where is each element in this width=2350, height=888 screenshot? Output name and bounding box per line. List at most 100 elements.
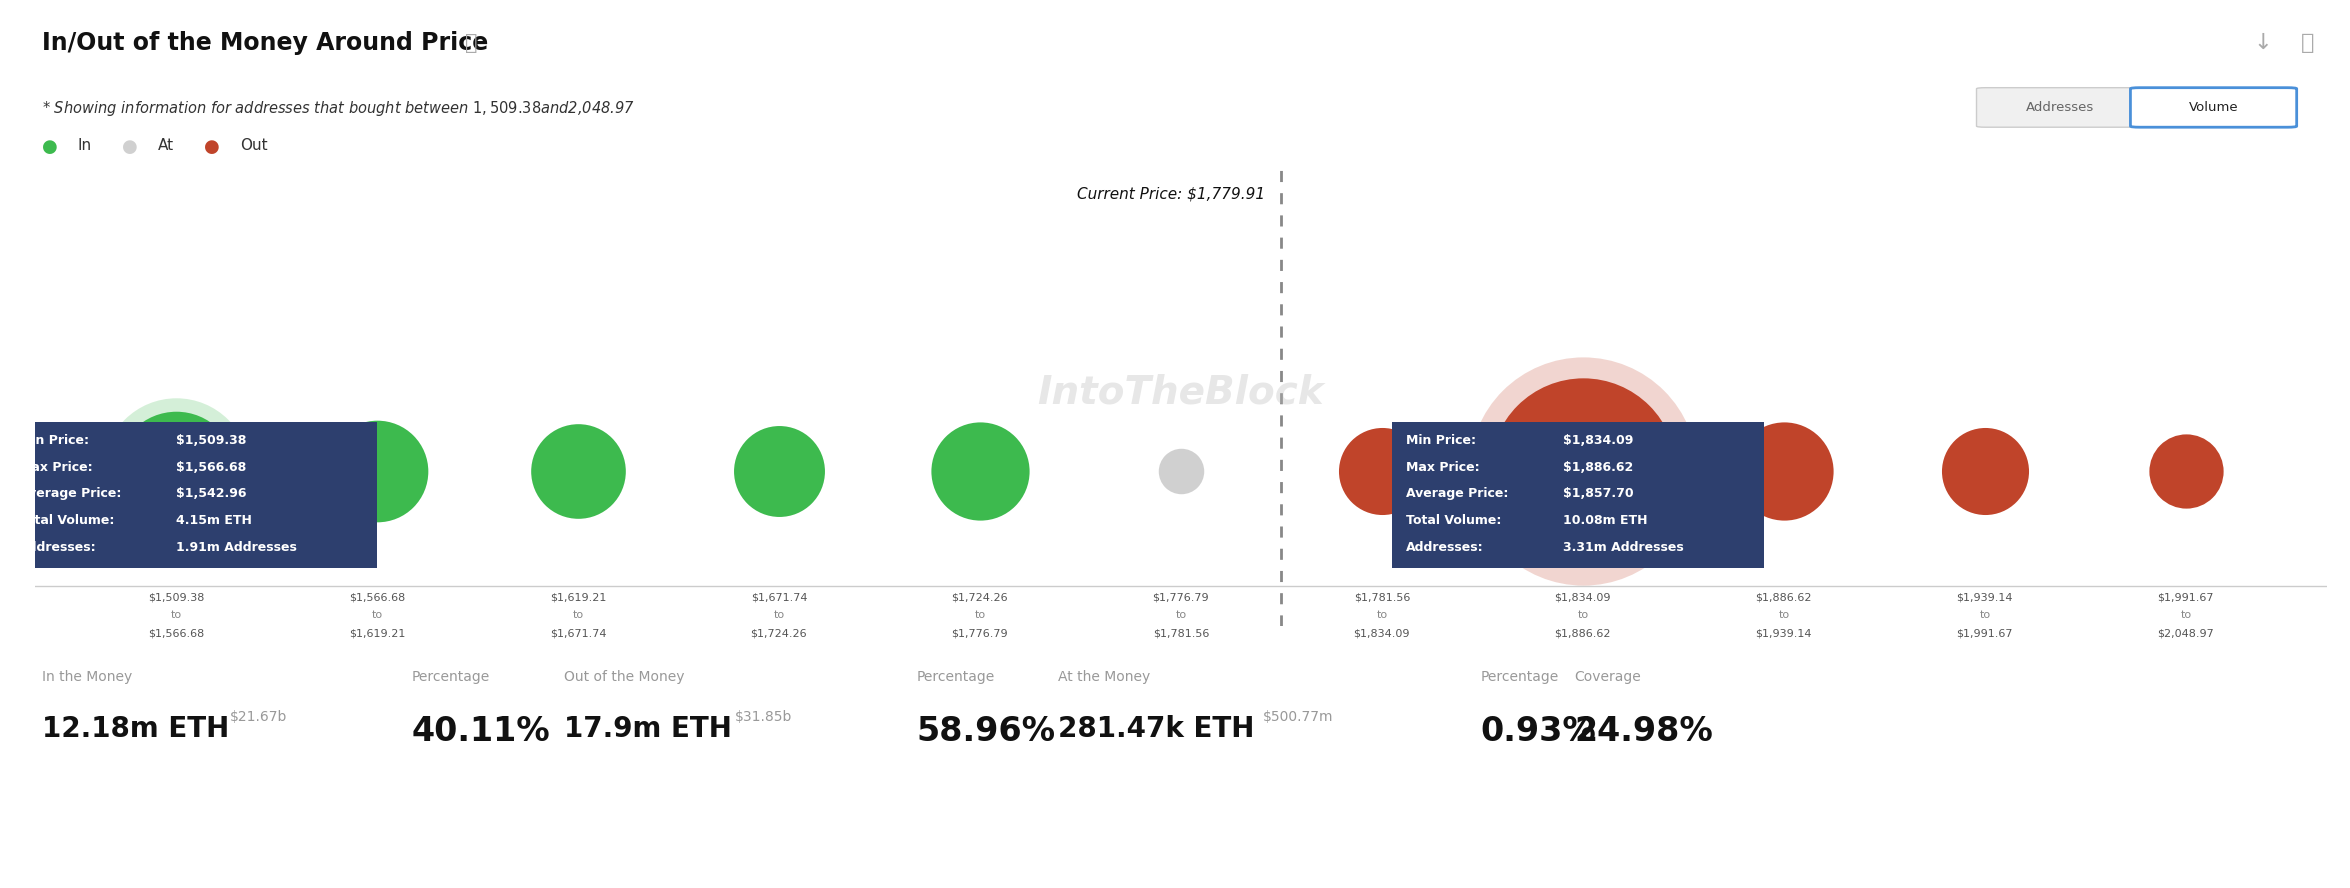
Point xyxy=(1967,464,2005,478)
Text: Average Price:: Average Price: xyxy=(1405,488,1509,500)
Text: $1,566.68: $1,566.68 xyxy=(176,461,247,473)
Text: Percentage: Percentage xyxy=(411,670,489,685)
Point xyxy=(1565,464,1603,478)
Text: $1,834.09: $1,834.09 xyxy=(1556,593,1612,603)
Text: $1,566.68: $1,566.68 xyxy=(148,629,204,638)
Point xyxy=(2167,464,2204,478)
Point xyxy=(157,464,195,478)
Text: to: to xyxy=(773,611,785,621)
Text: 281.47k ETH: 281.47k ETH xyxy=(1058,715,1255,743)
Text: In/Out of the Money Around Price: In/Out of the Money Around Price xyxy=(42,31,489,55)
Text: IntoTheBlock: IntoTheBlock xyxy=(1039,374,1323,412)
Text: $1,671.74: $1,671.74 xyxy=(550,629,606,638)
Text: 40.11%: 40.11% xyxy=(411,715,550,748)
Text: $1,619.21: $1,619.21 xyxy=(348,629,404,638)
Text: At the Money: At the Money xyxy=(1058,670,1149,685)
Text: to: to xyxy=(1979,611,1990,621)
Text: $1,542.96: $1,542.96 xyxy=(176,488,247,500)
Text: Out: Out xyxy=(240,138,268,153)
Text: $1,939.14: $1,939.14 xyxy=(1755,629,1812,638)
Text: Percentage: Percentage xyxy=(916,670,994,685)
Point xyxy=(1765,464,1802,478)
Text: $1,834.09: $1,834.09 xyxy=(1354,629,1410,638)
FancyBboxPatch shape xyxy=(1391,422,1765,568)
Text: Out of the Money: Out of the Money xyxy=(564,670,684,685)
Point xyxy=(961,464,999,478)
Text: $500.77m: $500.77m xyxy=(1264,710,1335,725)
Text: $31.85b: $31.85b xyxy=(733,710,792,725)
Text: Total Volume:: Total Volume: xyxy=(1405,514,1502,527)
Text: to: to xyxy=(172,611,181,621)
Text: ⤢: ⤢ xyxy=(2301,33,2315,53)
Text: ●: ● xyxy=(204,138,221,155)
Point xyxy=(1565,464,1603,478)
Text: to: to xyxy=(573,611,583,621)
Text: Min Price:: Min Price: xyxy=(1405,434,1476,447)
Text: 0.93%: 0.93% xyxy=(1480,715,1596,748)
Point xyxy=(1363,464,1401,478)
Text: $1,671.74: $1,671.74 xyxy=(750,593,806,603)
Point xyxy=(157,464,195,478)
Text: $1,509.38: $1,509.38 xyxy=(148,593,204,603)
Text: $1,776.79: $1,776.79 xyxy=(1152,593,1210,603)
Text: 24.98%: 24.98% xyxy=(1574,715,1713,748)
Text: 10.08m ETH: 10.08m ETH xyxy=(1563,514,1647,527)
Text: $1,619.21: $1,619.21 xyxy=(550,593,606,603)
Text: $2,048.97: $2,048.97 xyxy=(2157,629,2214,638)
Text: ↓: ↓ xyxy=(2254,33,2272,53)
Text: $1,886.62: $1,886.62 xyxy=(1563,461,1633,473)
Text: In: In xyxy=(78,138,92,153)
Text: Percentage: Percentage xyxy=(1480,670,1558,685)
Text: $1,834.09: $1,834.09 xyxy=(1563,434,1633,447)
Text: $1,939.14: $1,939.14 xyxy=(1958,593,2014,603)
Text: $1,724.26: $1,724.26 xyxy=(750,629,806,638)
Text: $1,991.67: $1,991.67 xyxy=(2157,593,2214,603)
Text: $1,724.26: $1,724.26 xyxy=(952,593,1008,603)
Text: to: to xyxy=(371,611,383,621)
Text: $21.67b: $21.67b xyxy=(230,710,287,725)
Text: Coverage: Coverage xyxy=(1574,670,1640,685)
Text: to: to xyxy=(2181,611,2190,621)
Text: $1,886.62: $1,886.62 xyxy=(1755,593,1812,603)
Text: $1,781.56: $1,781.56 xyxy=(1354,593,1410,603)
Point xyxy=(357,464,395,478)
Text: ●: ● xyxy=(122,138,139,155)
Text: In the Money: In the Money xyxy=(42,670,132,685)
Text: to: to xyxy=(975,611,985,621)
Text: At: At xyxy=(157,138,174,153)
Point xyxy=(559,464,597,478)
Text: Addresses:: Addresses: xyxy=(1405,541,1483,553)
Text: Min Price:: Min Price: xyxy=(19,434,89,447)
Text: to: to xyxy=(1175,611,1187,621)
Text: to: to xyxy=(1779,611,1788,621)
Text: Addresses: Addresses xyxy=(2026,101,2094,114)
Text: ⓘ: ⓘ xyxy=(465,33,477,53)
Text: * Showing information for addresses that bought between $1,509.38 and $2,048.97: * Showing information for addresses that… xyxy=(42,99,634,118)
FancyBboxPatch shape xyxy=(5,422,376,568)
Text: Current Price: $1,779.91: Current Price: $1,779.91 xyxy=(1076,186,1264,202)
Text: 58.96%: 58.96% xyxy=(916,715,1055,748)
Text: $1,509.38: $1,509.38 xyxy=(176,434,247,447)
Text: 4.15m ETH: 4.15m ETH xyxy=(176,514,251,527)
Text: 3.31m Addresses: 3.31m Addresses xyxy=(1563,541,1683,553)
FancyBboxPatch shape xyxy=(2131,88,2296,127)
Text: Max Price:: Max Price: xyxy=(1405,461,1480,473)
Text: $1,566.68: $1,566.68 xyxy=(348,593,404,603)
Text: $1,857.70: $1,857.70 xyxy=(1563,488,1633,500)
Text: $1,991.67: $1,991.67 xyxy=(1958,629,2014,638)
Text: to: to xyxy=(1377,611,1386,621)
Text: $1,886.62: $1,886.62 xyxy=(1556,629,1612,638)
Text: 1.91m Addresses: 1.91m Addresses xyxy=(176,541,296,553)
Text: Average Price:: Average Price: xyxy=(19,488,122,500)
Text: $1,781.56: $1,781.56 xyxy=(1154,629,1208,638)
Text: Addresses:: Addresses: xyxy=(19,541,96,553)
FancyBboxPatch shape xyxy=(1976,88,2143,127)
Text: 12.18m ETH: 12.18m ETH xyxy=(42,715,230,743)
Text: ●: ● xyxy=(42,138,59,155)
Text: Max Price:: Max Price: xyxy=(19,461,92,473)
Text: to: to xyxy=(1577,611,1589,621)
Text: 17.9m ETH: 17.9m ETH xyxy=(564,715,731,743)
Text: Total Volume:: Total Volume: xyxy=(19,514,115,527)
Point xyxy=(1161,464,1199,478)
Text: Volume: Volume xyxy=(2188,101,2237,114)
